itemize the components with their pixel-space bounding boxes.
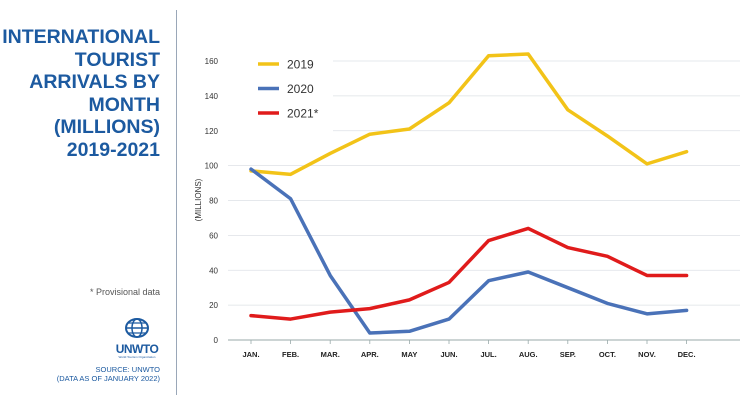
source: SOURCE: UNWTO (DATA AS OF JANUARY 2022) [57,365,160,383]
y-tick-label: 120 [205,127,219,136]
x-tick-label: DEC. [678,350,696,359]
y-tick-label: 160 [205,57,219,66]
x-tick-label: MAR. [321,350,340,359]
y-tick-label: 140 [205,92,219,101]
x-tick-label: JUL. [480,350,496,359]
legend-label: 2020 [287,82,314,96]
y-tick-label: 60 [209,231,218,240]
y-tick-label: 80 [209,197,218,206]
source-line-2: (DATA AS OF JANUARY 2022) [56,374,160,383]
x-tick-label: AUG. [519,350,538,359]
series-line-2019 [249,52,689,177]
x-tick-label: OCT. [599,350,616,359]
series-line-2021 [249,226,689,321]
x-tick-label: SEP. [560,350,576,359]
logo-subtitle: World Tourism Organization [118,355,156,359]
logo-text: UNWTO [115,342,159,356]
y-tick-label: 20 [209,301,218,310]
globe-icon [125,318,149,338]
series-line-2020 [249,167,689,335]
unwto-logo: UNWTO World Tourism Organization [112,318,162,359]
y-tick-label: 40 [209,266,218,275]
x-tick-label: NOV. [638,350,656,359]
x-tick-label: JAN. [242,350,259,359]
x-tick-label: MAY [401,350,417,359]
legend-label: 2019 [287,58,314,72]
legend-label: 2021* [287,107,319,121]
y-tick-label: 0 [214,336,219,345]
x-tick-label: JUN. [440,350,457,359]
y-axis-label: (MILLIONS) [194,178,203,221]
source-line-1: SOURCE: UNWTO [95,365,160,374]
y-tick-label: 100 [205,162,219,171]
x-tick-label: FEB. [282,350,299,359]
page-title: INTERNATIONAL TOURIST ARRIVALS BY MONTH … [2,26,160,161]
provisional-note: * Provisional data [89,287,160,297]
divider [176,10,177,395]
x-tick-label: APR. [361,350,379,359]
